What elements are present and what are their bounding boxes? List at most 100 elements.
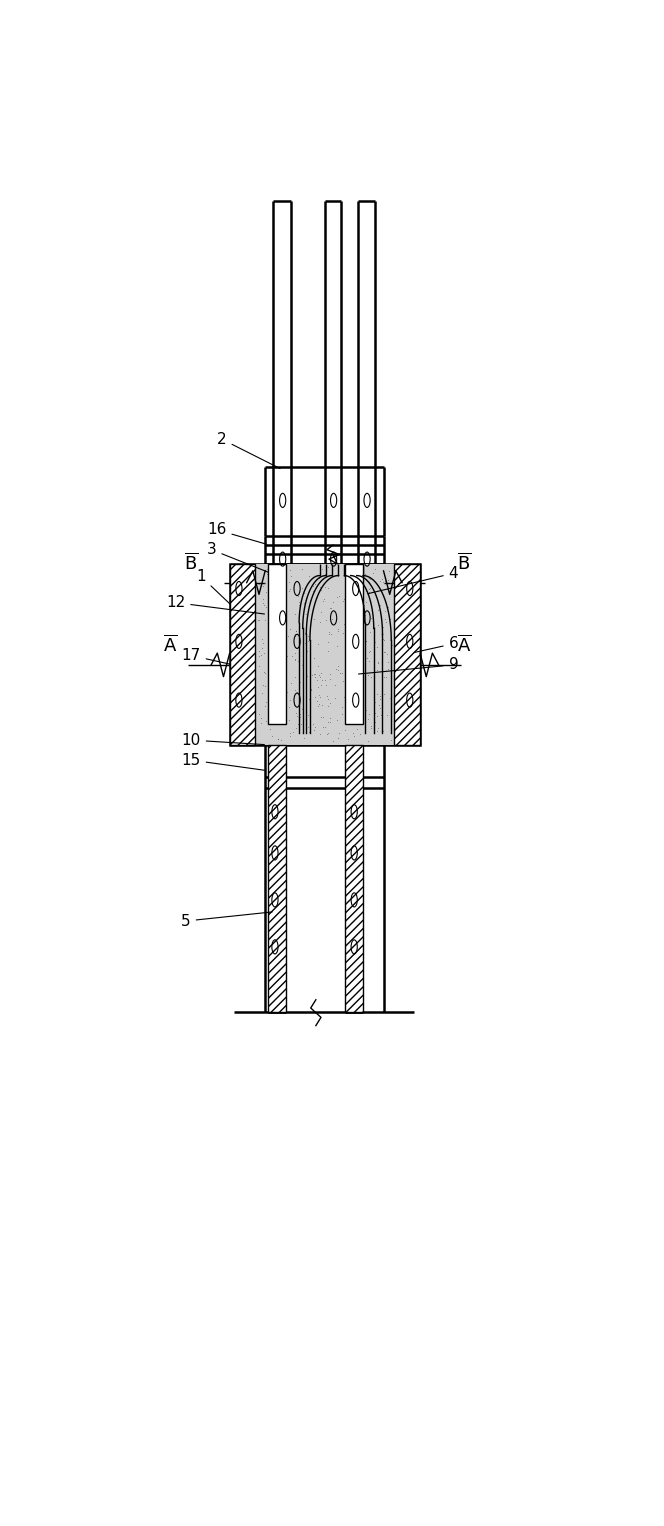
Point (351, 690, 361, 714)
Point (293, 649, 303, 673)
Point (361, 629, 371, 653)
Point (300, 644, 311, 668)
Point (301, 664, 312, 688)
Point (253, 607, 264, 632)
Point (300, 632, 311, 656)
Point (323, 720, 333, 745)
Point (326, 607, 337, 632)
Point (280, 577, 291, 601)
Point (370, 630, 380, 655)
Point (308, 711, 319, 736)
Point (339, 586, 349, 610)
Point (313, 632, 324, 656)
Point (290, 716, 301, 740)
Point (283, 624, 293, 649)
Point (272, 601, 283, 626)
Point (272, 620, 283, 644)
Point (284, 696, 294, 720)
Point (334, 720, 345, 745)
Point (265, 717, 276, 742)
Text: 17: 17 (181, 649, 230, 664)
Point (353, 645, 363, 670)
Point (382, 650, 393, 674)
Point (334, 563, 345, 588)
Point (267, 632, 278, 656)
Point (307, 662, 317, 687)
Point (386, 728, 396, 752)
Point (302, 629, 313, 653)
Point (317, 668, 327, 693)
Point (385, 607, 396, 632)
Point (294, 591, 305, 615)
Point (260, 661, 270, 685)
Point (262, 580, 273, 604)
Point (319, 668, 330, 693)
Point (316, 661, 327, 685)
Point (326, 597, 337, 621)
Point (314, 662, 325, 687)
Point (265, 594, 276, 618)
Point (323, 639, 333, 664)
Point (302, 639, 313, 664)
Point (260, 607, 270, 632)
Point (373, 716, 383, 740)
Point (323, 710, 333, 734)
Point (319, 574, 330, 598)
Point (351, 667, 361, 691)
Point (353, 697, 364, 722)
Point (374, 594, 385, 618)
Point (353, 591, 364, 615)
Point (312, 584, 323, 609)
Point (290, 621, 300, 645)
Point (361, 645, 372, 670)
Point (348, 630, 359, 655)
Point (367, 560, 378, 584)
Point (359, 613, 370, 638)
Point (380, 600, 390, 624)
Point (372, 635, 382, 659)
Point (359, 592, 369, 617)
Point (300, 621, 311, 645)
Point (274, 620, 285, 644)
Point (339, 685, 350, 710)
Point (315, 610, 325, 635)
Point (303, 624, 313, 649)
Point (377, 615, 388, 639)
Point (293, 584, 303, 609)
Point (320, 673, 331, 697)
Point (365, 716, 376, 740)
Point (316, 705, 327, 729)
Point (384, 559, 394, 583)
Point (289, 690, 299, 714)
Point (382, 656, 393, 681)
Text: 4: 4 (368, 566, 458, 594)
Point (278, 650, 289, 674)
Point (258, 659, 269, 684)
Point (296, 696, 307, 720)
Point (357, 685, 367, 710)
Point (265, 569, 276, 594)
Point (349, 636, 359, 661)
Point (361, 578, 371, 603)
Point (366, 606, 376, 630)
Point (380, 665, 391, 690)
Point (297, 557, 307, 581)
Point (353, 569, 364, 594)
Point (363, 569, 374, 594)
Point (374, 569, 385, 594)
Point (337, 694, 347, 719)
Point (325, 662, 335, 687)
Point (363, 649, 374, 673)
Point (358, 607, 369, 632)
Point (301, 658, 311, 682)
Point (341, 690, 351, 714)
Point (333, 620, 343, 644)
Point (348, 641, 359, 665)
Point (374, 696, 385, 720)
Point (359, 703, 370, 728)
Point (365, 575, 376, 600)
Point (260, 694, 270, 719)
Point (284, 577, 295, 601)
Text: 1: 1 (197, 569, 230, 604)
Point (286, 563, 296, 588)
